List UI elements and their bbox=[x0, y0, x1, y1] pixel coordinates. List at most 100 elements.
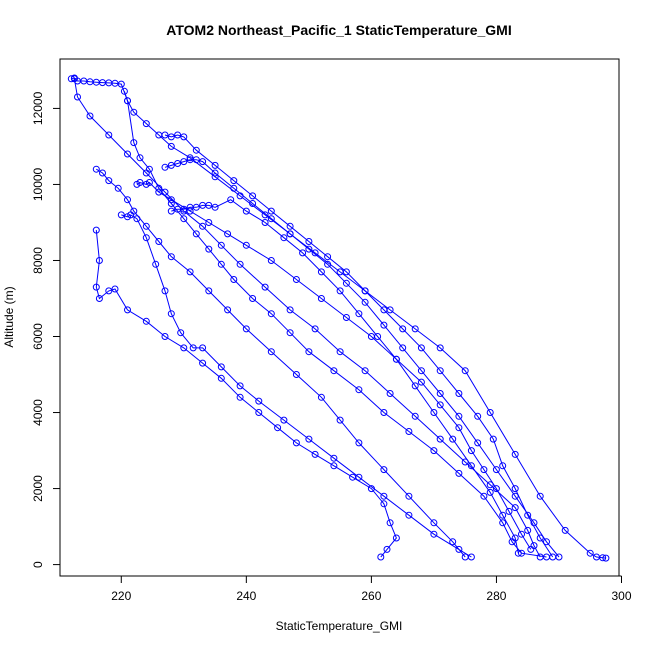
data-point bbox=[224, 230, 232, 238]
series-line bbox=[136, 181, 532, 550]
data-point bbox=[524, 511, 532, 519]
data-point bbox=[280, 416, 288, 424]
data-point bbox=[374, 333, 382, 340]
data-point bbox=[142, 222, 150, 230]
data-point bbox=[602, 554, 610, 562]
data-point bbox=[386, 390, 394, 397]
data-point bbox=[336, 287, 344, 295]
data-point bbox=[342, 279, 350, 287]
data-point bbox=[361, 367, 369, 375]
data-point bbox=[274, 424, 282, 432]
data-point bbox=[167, 200, 175, 207]
data-point bbox=[180, 133, 188, 141]
data-point bbox=[161, 287, 169, 295]
data-point bbox=[242, 325, 250, 333]
data-point bbox=[95, 257, 103, 264]
data-point bbox=[480, 466, 488, 474]
data-point bbox=[292, 439, 300, 447]
y-axis-label: Altitude (m) bbox=[2, 286, 16, 347]
data-point bbox=[117, 80, 125, 88]
data-point bbox=[249, 295, 257, 302]
y-axis: 0 2000 4000 6000 8000 10000 12000 bbox=[31, 91, 61, 568]
data-point bbox=[167, 310, 175, 318]
data-point bbox=[211, 169, 219, 177]
data-point bbox=[455, 424, 463, 432]
plot-frame bbox=[59, 58, 620, 577]
data-point bbox=[511, 534, 519, 542]
data-point bbox=[543, 538, 550, 546]
x-tick-label: 280 bbox=[486, 589, 506, 603]
data-point bbox=[449, 538, 457, 546]
data-point bbox=[536, 492, 544, 500]
data-point bbox=[586, 549, 594, 557]
data-point bbox=[467, 462, 475, 470]
data-series bbox=[120, 87, 550, 561]
data-point bbox=[486, 488, 494, 496]
data-point bbox=[505, 507, 513, 515]
data-point bbox=[167, 142, 175, 150]
x-axis: 220 240 260 280 300 bbox=[111, 575, 632, 603]
data-point bbox=[205, 245, 213, 253]
x-tick-label: 300 bbox=[611, 589, 631, 603]
data-point bbox=[486, 481, 494, 489]
data-point bbox=[186, 268, 194, 276]
data-point bbox=[177, 329, 185, 337]
data-point bbox=[133, 215, 141, 223]
data-point bbox=[530, 519, 538, 527]
data-point bbox=[167, 196, 175, 204]
data-point bbox=[236, 260, 244, 268]
data-point bbox=[377, 553, 385, 561]
data-point bbox=[161, 131, 169, 139]
data-point bbox=[292, 276, 300, 283]
data-point bbox=[192, 156, 200, 164]
data-series bbox=[92, 165, 469, 561]
data-point bbox=[267, 257, 275, 264]
data-point bbox=[211, 161, 219, 169]
data-point bbox=[449, 435, 457, 443]
data-point bbox=[536, 534, 544, 542]
data-point bbox=[167, 133, 175, 141]
data-point bbox=[74, 93, 81, 101]
data-point bbox=[511, 450, 519, 458]
data-point bbox=[114, 184, 122, 192]
data-point bbox=[355, 386, 363, 394]
data-point bbox=[324, 253, 332, 261]
data-point bbox=[189, 344, 197, 352]
data-point bbox=[599, 554, 607, 562]
data-point bbox=[299, 249, 307, 257]
data-point bbox=[480, 492, 488, 500]
data-point bbox=[342, 314, 350, 321]
data-point bbox=[455, 545, 463, 553]
data-point bbox=[217, 363, 225, 371]
data-series bbox=[161, 131, 557, 561]
data-point bbox=[199, 222, 207, 230]
data-point bbox=[489, 435, 497, 443]
data-point bbox=[430, 519, 438, 527]
data-point bbox=[267, 215, 275, 223]
data-point bbox=[311, 249, 319, 257]
data-point bbox=[514, 549, 522, 557]
data-point bbox=[105, 177, 113, 185]
data-point bbox=[105, 131, 113, 139]
data-point bbox=[242, 241, 250, 249]
data-point bbox=[205, 287, 213, 295]
data-point bbox=[518, 530, 525, 538]
data-point bbox=[399, 325, 407, 333]
data-point bbox=[152, 260, 160, 268]
data-point bbox=[99, 169, 106, 177]
data-point bbox=[436, 435, 444, 443]
data-point bbox=[392, 355, 400, 363]
data-point bbox=[436, 401, 444, 409]
data-point bbox=[155, 238, 163, 245]
data-point bbox=[561, 526, 569, 534]
data-point bbox=[211, 173, 219, 181]
data-point bbox=[286, 222, 294, 230]
x-tick-label: 240 bbox=[236, 589, 256, 603]
data-point bbox=[436, 390, 444, 397]
data-point bbox=[136, 154, 144, 162]
data-point bbox=[180, 158, 188, 166]
data-point bbox=[180, 344, 188, 352]
data-point bbox=[230, 177, 238, 185]
data-point bbox=[120, 87, 128, 95]
